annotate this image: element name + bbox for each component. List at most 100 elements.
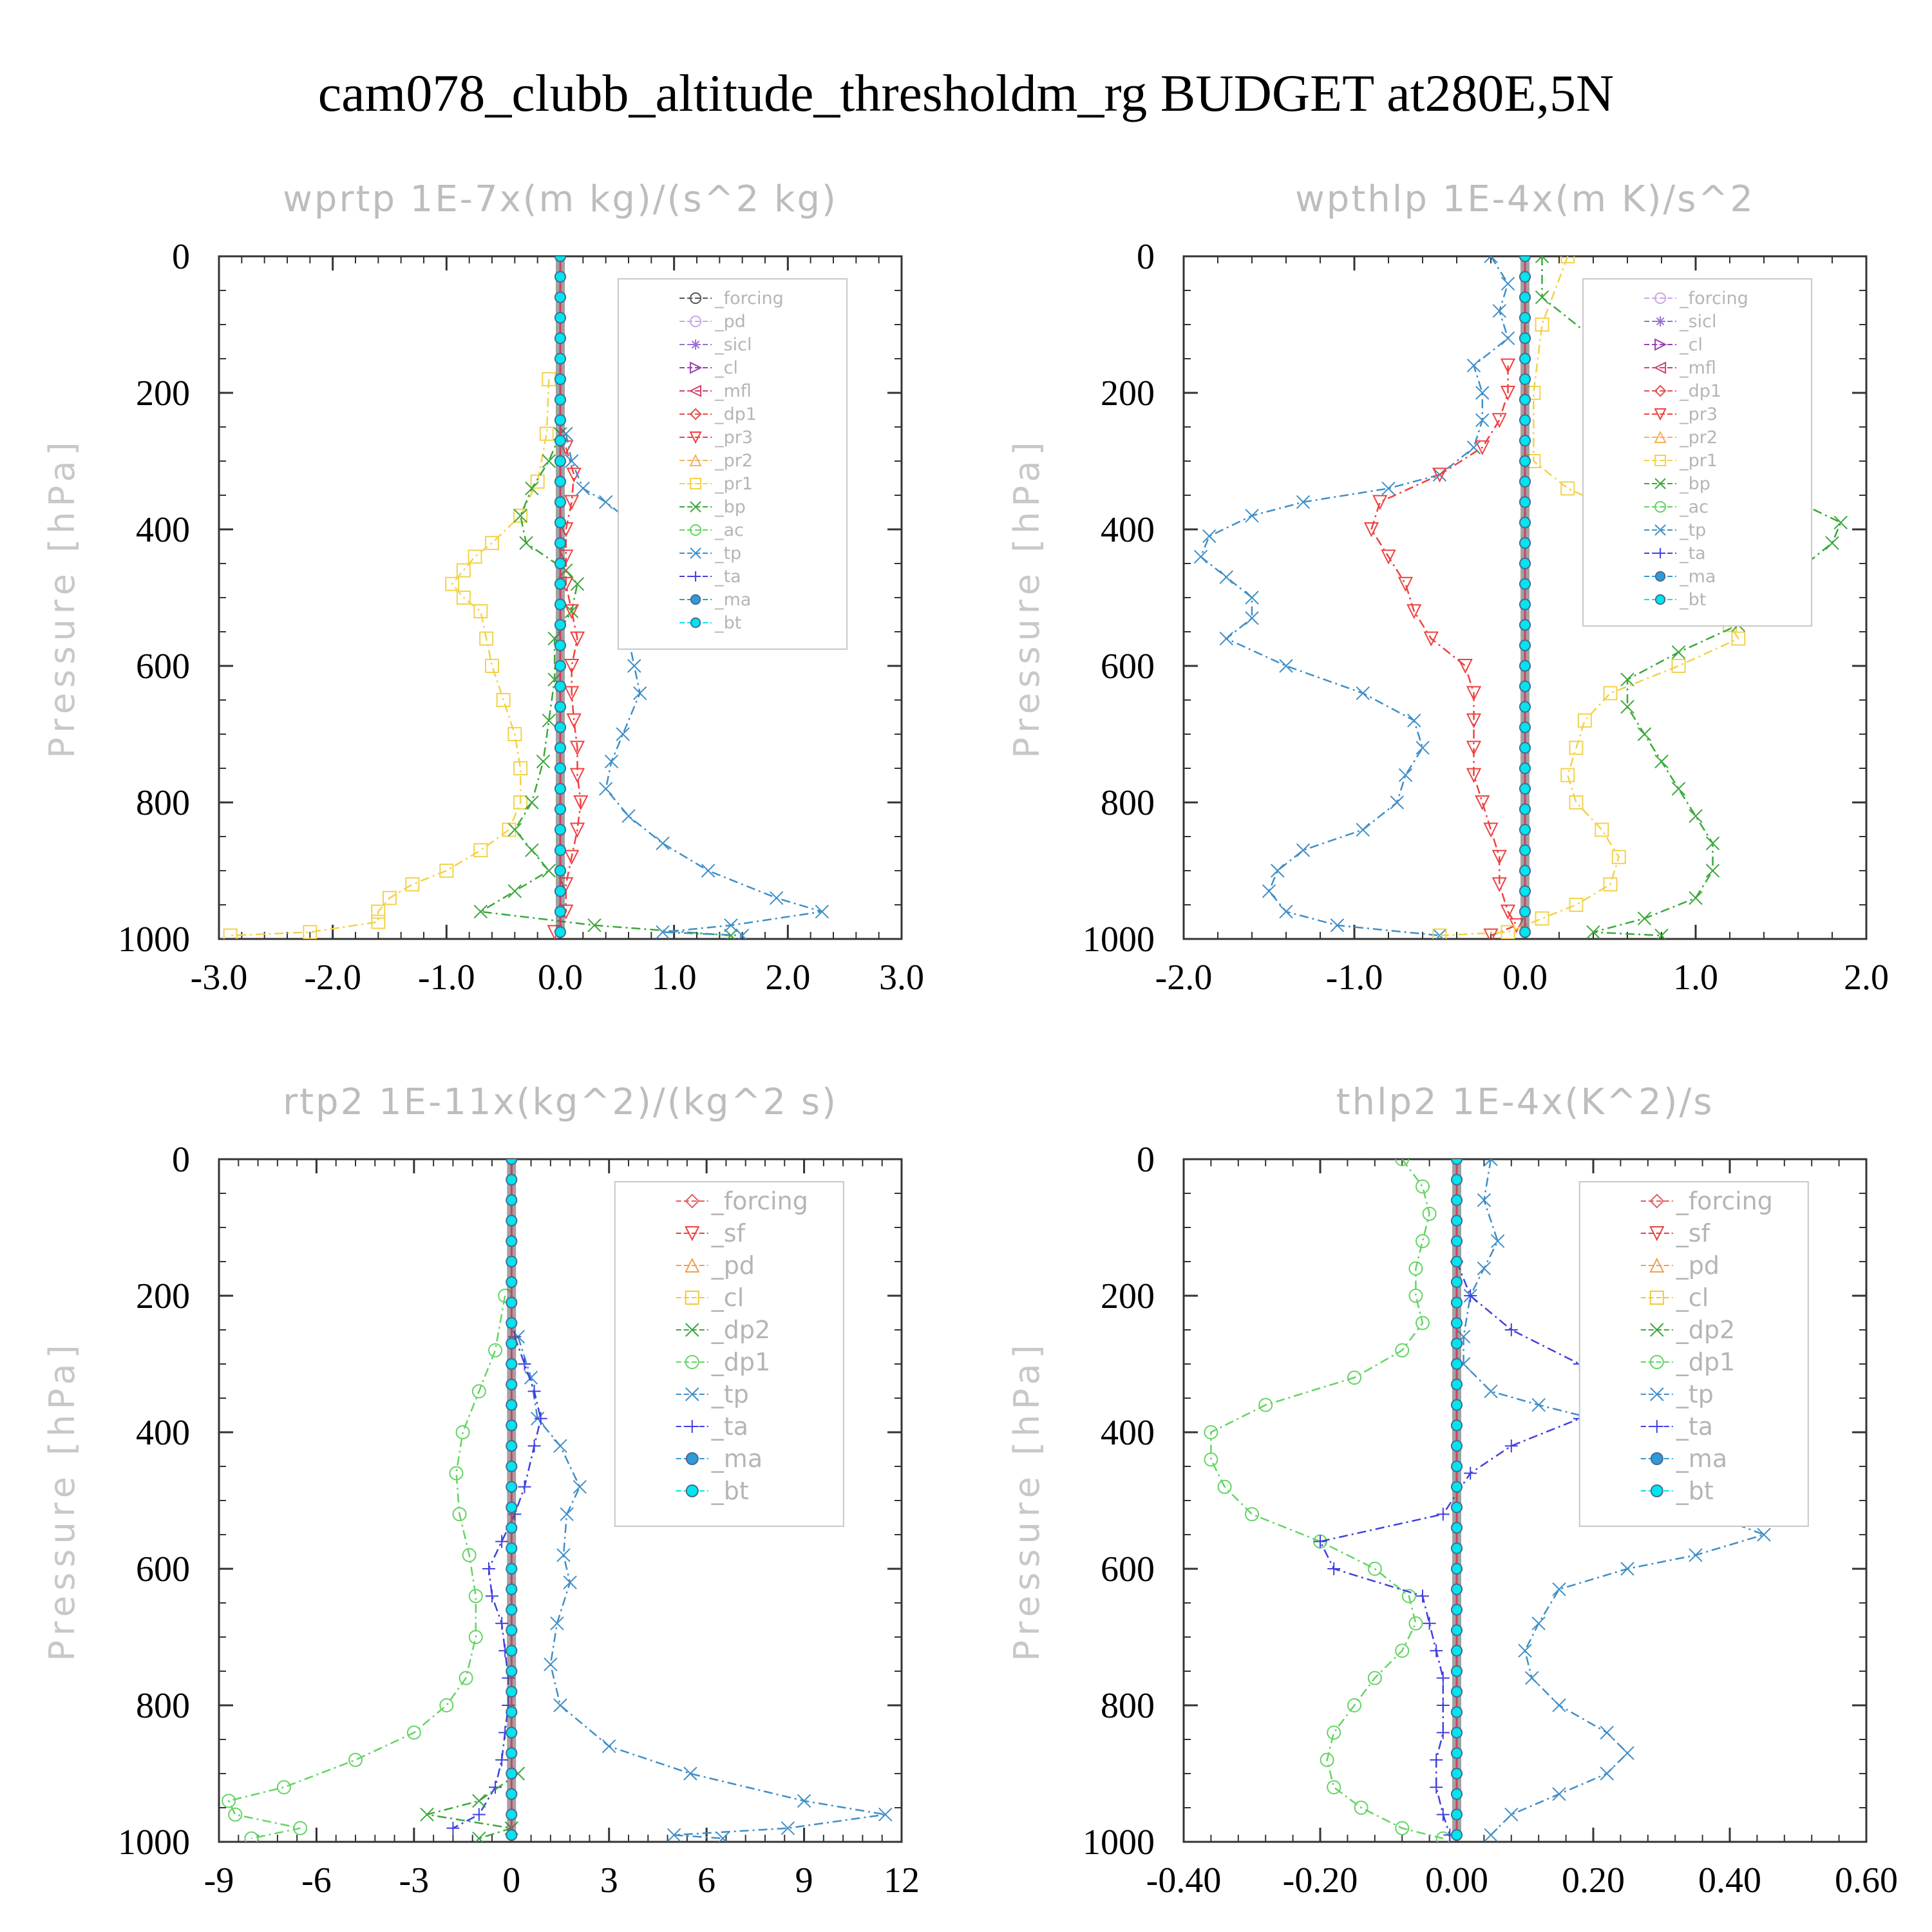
data-point bbox=[506, 1276, 518, 1288]
data-point bbox=[479, 631, 494, 646]
data-point bbox=[564, 604, 579, 618]
legend-label: _dp1 bbox=[711, 1348, 770, 1376]
series_pr3 bbox=[1363, 358, 1524, 939]
data-point bbox=[1620, 672, 1634, 687]
data-point bbox=[1490, 1234, 1505, 1248]
data-point bbox=[554, 291, 567, 303]
data-point bbox=[1637, 727, 1652, 741]
data-point bbox=[1430, 1781, 1443, 1794]
data-point bbox=[482, 1562, 495, 1575]
chart-panel: thlp2 1E-4x(K^2)/s Pressure [hPa] 0 200 400 6… bbox=[1007, 1081, 1898, 1900]
data-point bbox=[1600, 1766, 1614, 1781]
legend-label: _bt bbox=[1679, 590, 1706, 610]
legend-label: _tp bbox=[1676, 1380, 1714, 1408]
legend-label: _forcing bbox=[1676, 1187, 1773, 1215]
data-point bbox=[525, 795, 539, 810]
x-tick-label: -0.40 bbox=[1146, 1861, 1222, 1900]
data-point bbox=[632, 686, 647, 701]
legend-marker bbox=[1654, 501, 1667, 513]
legend-marker bbox=[1649, 1257, 1665, 1273]
data-point bbox=[507, 822, 522, 837]
legend-box bbox=[1578, 1181, 1809, 1527]
data-point bbox=[1535, 911, 1549, 926]
data-point bbox=[1381, 549, 1396, 565]
legend-marker bbox=[1649, 1291, 1664, 1305]
series_bt bbox=[554, 256, 567, 938]
data-point bbox=[507, 884, 522, 898]
x-tick-label: 3.0 bbox=[879, 958, 924, 998]
data-point bbox=[554, 516, 567, 529]
data-point bbox=[506, 1706, 518, 1718]
legend-marker bbox=[685, 1484, 699, 1497]
plot-area bbox=[1193, 256, 1848, 939]
data-point bbox=[1705, 836, 1720, 851]
data-point bbox=[1204, 1452, 1218, 1467]
data-point bbox=[1519, 782, 1531, 795]
legend-label: _pr2 bbox=[1679, 428, 1718, 448]
data-point bbox=[1620, 1746, 1634, 1760]
legend-marker bbox=[1650, 1484, 1663, 1497]
x-tick-label: -1.0 bbox=[1326, 958, 1383, 998]
data-point bbox=[554, 414, 567, 426]
x-tick-label: 12 bbox=[884, 1861, 920, 1900]
legend-label: _pr3 bbox=[1679, 404, 1718, 424]
data-point bbox=[506, 1296, 518, 1309]
data-point bbox=[513, 509, 527, 523]
legend: _forcing _sf _pd _cl _dp2 _dp1 _tp _ta _ma _bt bbox=[614, 1181, 844, 1527]
data-point bbox=[1436, 1508, 1450, 1521]
legend-marker bbox=[690, 339, 701, 350]
x-tick-label: 0.20 bbox=[1562, 1861, 1625, 1900]
legend-marker bbox=[690, 547, 701, 559]
legend-marker bbox=[685, 1323, 699, 1337]
panel-title: wprtp 1E-7x(m kg)/(s^2 kg) bbox=[283, 178, 838, 220]
data-point bbox=[616, 727, 630, 741]
data-point bbox=[524, 1370, 538, 1385]
legend-label: _bp bbox=[714, 497, 746, 517]
data-point bbox=[554, 742, 567, 754]
legend: _forcing _sf _pd _cl _dp2 _dp1 _tp _ta _ma _bt bbox=[1578, 1181, 1809, 1527]
data-point bbox=[1271, 864, 1285, 878]
data-point bbox=[553, 1698, 567, 1712]
data-point bbox=[1296, 495, 1311, 509]
legend-label: _ma bbox=[711, 1444, 762, 1473]
data-point bbox=[525, 843, 539, 857]
data-point bbox=[506, 1501, 518, 1513]
data-point bbox=[1519, 414, 1531, 426]
data-point bbox=[1432, 928, 1447, 939]
data-point bbox=[1504, 1807, 1519, 1822]
data-point bbox=[506, 1235, 518, 1247]
data-point bbox=[1416, 1179, 1430, 1194]
legend-label: _pr1 bbox=[714, 474, 753, 494]
data-point bbox=[1381, 481, 1396, 496]
data-point bbox=[573, 795, 589, 811]
data-point bbox=[506, 1215, 518, 1227]
data-point bbox=[1450, 1522, 1463, 1534]
data-point bbox=[1484, 1828, 1498, 1842]
data-point bbox=[1395, 1159, 1410, 1166]
data-point bbox=[513, 795, 528, 810]
data-point bbox=[1519, 619, 1531, 631]
plot-area bbox=[1204, 1159, 1771, 1842]
data-point bbox=[1193, 549, 1208, 564]
chart-panel: wprtp 1E-7x(m kg)/(s^2 kg) Pressure [hPa]… bbox=[42, 178, 924, 998]
data-point bbox=[1595, 822, 1609, 837]
legend-marker bbox=[690, 571, 701, 582]
data-point bbox=[1519, 824, 1531, 836]
data-point bbox=[506, 1159, 518, 1166]
data-point bbox=[1395, 1821, 1410, 1835]
data-point bbox=[1450, 1767, 1463, 1780]
data-point bbox=[1560, 256, 1575, 263]
legend-marker bbox=[1654, 594, 1666, 605]
data-point bbox=[496, 693, 511, 707]
data-point bbox=[1492, 304, 1506, 318]
data-point bbox=[554, 537, 567, 549]
series-line bbox=[478, 433, 732, 936]
data-point bbox=[1519, 721, 1531, 734]
data-point bbox=[1372, 495, 1388, 510]
data-point bbox=[1450, 1276, 1463, 1288]
data-point bbox=[1519, 312, 1531, 324]
data-point bbox=[1475, 413, 1490, 428]
data-point bbox=[459, 1671, 473, 1685]
data-point bbox=[1406, 604, 1422, 620]
data-point bbox=[468, 549, 482, 564]
